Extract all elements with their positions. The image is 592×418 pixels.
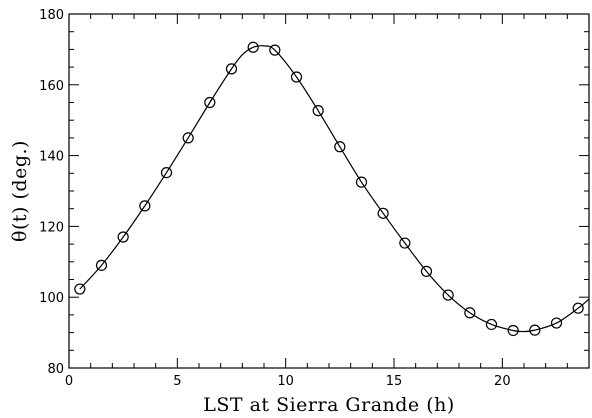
data-point <box>160 166 173 179</box>
data-point <box>485 318 498 331</box>
data-point <box>95 259 108 271</box>
plot-frame <box>68 13 590 369</box>
data-point <box>464 307 476 319</box>
data-point <box>204 96 216 109</box>
data-point <box>399 237 411 249</box>
data-point <box>420 265 433 277</box>
y-tick-label: 160 <box>39 79 64 94</box>
data-point <box>442 289 454 301</box>
data-point <box>507 324 519 337</box>
y-axis-label: θ(t) (deg.) <box>9 140 31 242</box>
x-tick-label: 5 <box>173 374 181 389</box>
fit-curve-layer <box>79 45 590 333</box>
data-point <box>355 176 368 188</box>
data-point <box>529 324 541 336</box>
data-point <box>139 200 151 212</box>
fit-curve <box>79 45 590 333</box>
x-tick-label: 15 <box>386 374 403 389</box>
x-axis-label: LST at Sierra Grande (h) <box>203 394 455 416</box>
data-point <box>74 283 86 295</box>
data-point <box>572 302 584 314</box>
y-tick-label: 80 <box>47 362 64 377</box>
data-point <box>225 63 238 75</box>
data-point <box>312 105 324 117</box>
y-tick-label: 100 <box>39 291 64 306</box>
data-point <box>377 207 389 219</box>
data-point <box>334 141 346 153</box>
x-tick-label: 0 <box>65 374 73 389</box>
ticks-layer <box>68 13 590 369</box>
data-point <box>550 317 563 329</box>
y-tick-label: 180 <box>39 8 64 23</box>
data-points-layer <box>74 41 584 337</box>
data-point <box>290 71 303 83</box>
data-point <box>269 44 281 56</box>
x-tick-label: 10 <box>277 374 294 389</box>
tick-labels-layer: 0 5 10 15 20 80 100 120 140 160 180 <box>39 8 510 389</box>
y-tick-label: 140 <box>39 150 64 165</box>
y-tick-label: 120 <box>39 220 64 235</box>
x-tick-label: 20 <box>494 374 511 389</box>
data-point <box>182 132 194 144</box>
data-point <box>117 231 129 243</box>
data-point <box>247 41 259 53</box>
